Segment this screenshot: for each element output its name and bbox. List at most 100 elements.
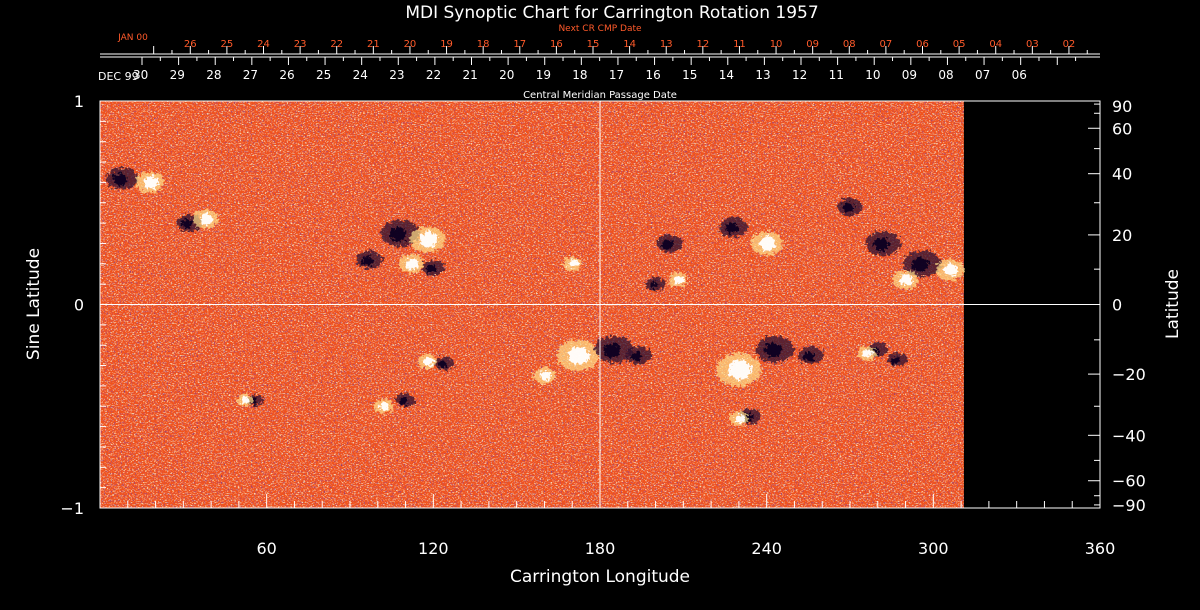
active-region-positive <box>750 231 783 256</box>
region-core <box>405 258 419 270</box>
next-cr-day-label: 11 <box>733 39 746 50</box>
active-region-positive <box>892 270 919 290</box>
active-region-positive <box>236 394 253 407</box>
region-core <box>568 259 579 268</box>
active-region-positive <box>398 254 424 274</box>
region-core <box>438 360 447 369</box>
y-right-tick-label: −40 <box>1112 426 1146 445</box>
active-region-positive <box>418 354 438 369</box>
next-cr-day-label: 12 <box>696 39 709 50</box>
region-core <box>764 343 782 358</box>
active-region-negative <box>395 393 416 407</box>
next-cr-day-label: 26 <box>184 39 197 50</box>
active-region-positive <box>716 352 762 387</box>
region-core <box>568 346 590 365</box>
y-left-tick-label: −1 <box>60 499 84 518</box>
region-core <box>399 397 408 405</box>
x-tick-label: 360 <box>1085 539 1116 558</box>
region-core <box>842 203 854 213</box>
region-core <box>943 263 959 277</box>
cmp-day-label: 24 <box>353 68 368 82</box>
region-core <box>419 231 438 248</box>
active-region-negative <box>356 250 383 269</box>
y-right-tick-label: −90 <box>1112 496 1146 515</box>
active-regions <box>106 167 965 426</box>
region-core <box>426 264 437 274</box>
active-region-positive <box>729 411 749 426</box>
cmp-day-label: 29 <box>170 68 185 82</box>
x-tick-label: 120 <box>418 539 449 558</box>
active-region-negative <box>434 356 455 371</box>
cmp-day-label: 23 <box>389 68 404 82</box>
region-core <box>143 176 159 189</box>
y-axis-left: 1 0 −1 <box>60 92 112 518</box>
region-core <box>389 227 407 242</box>
active-region-negative <box>755 336 795 363</box>
region-core <box>649 281 658 289</box>
next-cr-day-label: 06 <box>916 39 929 50</box>
x-tick-label: 60 <box>256 539 276 558</box>
top-date-axes: 26 25 24 23 22 21 20 19 18 17 16 15 14 13 12 11 10 09 08 07… <box>100 39 1100 82</box>
region-core <box>631 351 643 362</box>
x-tick-label: 240 <box>751 539 782 558</box>
region-core <box>603 343 621 358</box>
region-core <box>911 257 929 272</box>
region-core <box>379 402 390 411</box>
cmp-day-label: 08 <box>938 68 953 82</box>
next-cr-day-label: 16 <box>550 39 563 50</box>
next-cr-day-label: 08 <box>843 39 856 50</box>
active-region-negative <box>865 231 901 256</box>
active-region-positive <box>857 346 877 361</box>
active-region-positive <box>192 209 219 229</box>
next-cr-day-label: 05 <box>953 39 966 50</box>
x-tick-label: 180 <box>585 539 616 558</box>
region-core <box>200 213 213 225</box>
y-axis-right-label: Latitude <box>1163 269 1183 339</box>
y-right-tick-label: 40 <box>1112 165 1132 184</box>
active-region-negative <box>798 346 824 365</box>
y-right-tick-label: 0 <box>1112 296 1122 315</box>
next-cr-day-label: 17 <box>513 39 526 50</box>
cmp-day-label: 26 <box>279 68 294 82</box>
cmp-day-label: 14 <box>719 68 734 82</box>
cmp-day-label: 09 <box>902 68 917 82</box>
region-core <box>539 370 552 381</box>
next-cr-day-label: 24 <box>257 39 270 50</box>
next-cr-day-label: 03 <box>1026 39 1039 50</box>
next-cr-day-label: 07 <box>880 39 893 50</box>
active-region-positive <box>135 171 165 194</box>
region-core <box>891 356 900 365</box>
cmp-day-label: 11 <box>829 68 844 82</box>
next-cr-start-label: JAN 00 <box>117 33 148 43</box>
active-region-negative <box>718 217 748 238</box>
y-axis-right: 90 60 40 20 0 −20 −40 −60 −90 <box>1088 97 1146 515</box>
region-core <box>873 237 890 252</box>
y-left-tick-label: 1 <box>74 92 84 111</box>
active-region-positive <box>410 226 446 253</box>
active-region-negative <box>422 260 445 276</box>
active-region-positive <box>935 259 965 281</box>
next-cr-day-label: 20 <box>404 39 417 50</box>
cmp-day-label: 30 <box>133 68 148 82</box>
y-right-tick-label: 60 <box>1112 119 1132 138</box>
y-right-tick-label: −20 <box>1112 365 1146 384</box>
x-axis-label: Carrington Longitude <box>510 567 690 587</box>
active-region-positive <box>562 256 582 271</box>
active-region-negative <box>626 346 652 365</box>
region-core <box>735 414 745 423</box>
cmp-day-label: 16 <box>646 68 661 82</box>
next-cr-day-label: 02 <box>1063 39 1076 50</box>
cmp-axis-label: Central Meridian Passage Date <box>523 90 677 101</box>
region-core <box>803 351 815 362</box>
cmp-start-label: DEC 99 <box>98 70 139 83</box>
region-core <box>181 219 193 229</box>
cmp-day-label: 25 <box>316 68 331 82</box>
active-region-negative <box>903 250 942 277</box>
next-cr-day-label: 21 <box>367 39 380 50</box>
region-core <box>759 236 776 251</box>
active-region-negative <box>887 352 907 367</box>
active-region-negative <box>645 277 666 291</box>
y-right-tick-label: 20 <box>1112 226 1132 245</box>
region-core <box>423 357 434 366</box>
